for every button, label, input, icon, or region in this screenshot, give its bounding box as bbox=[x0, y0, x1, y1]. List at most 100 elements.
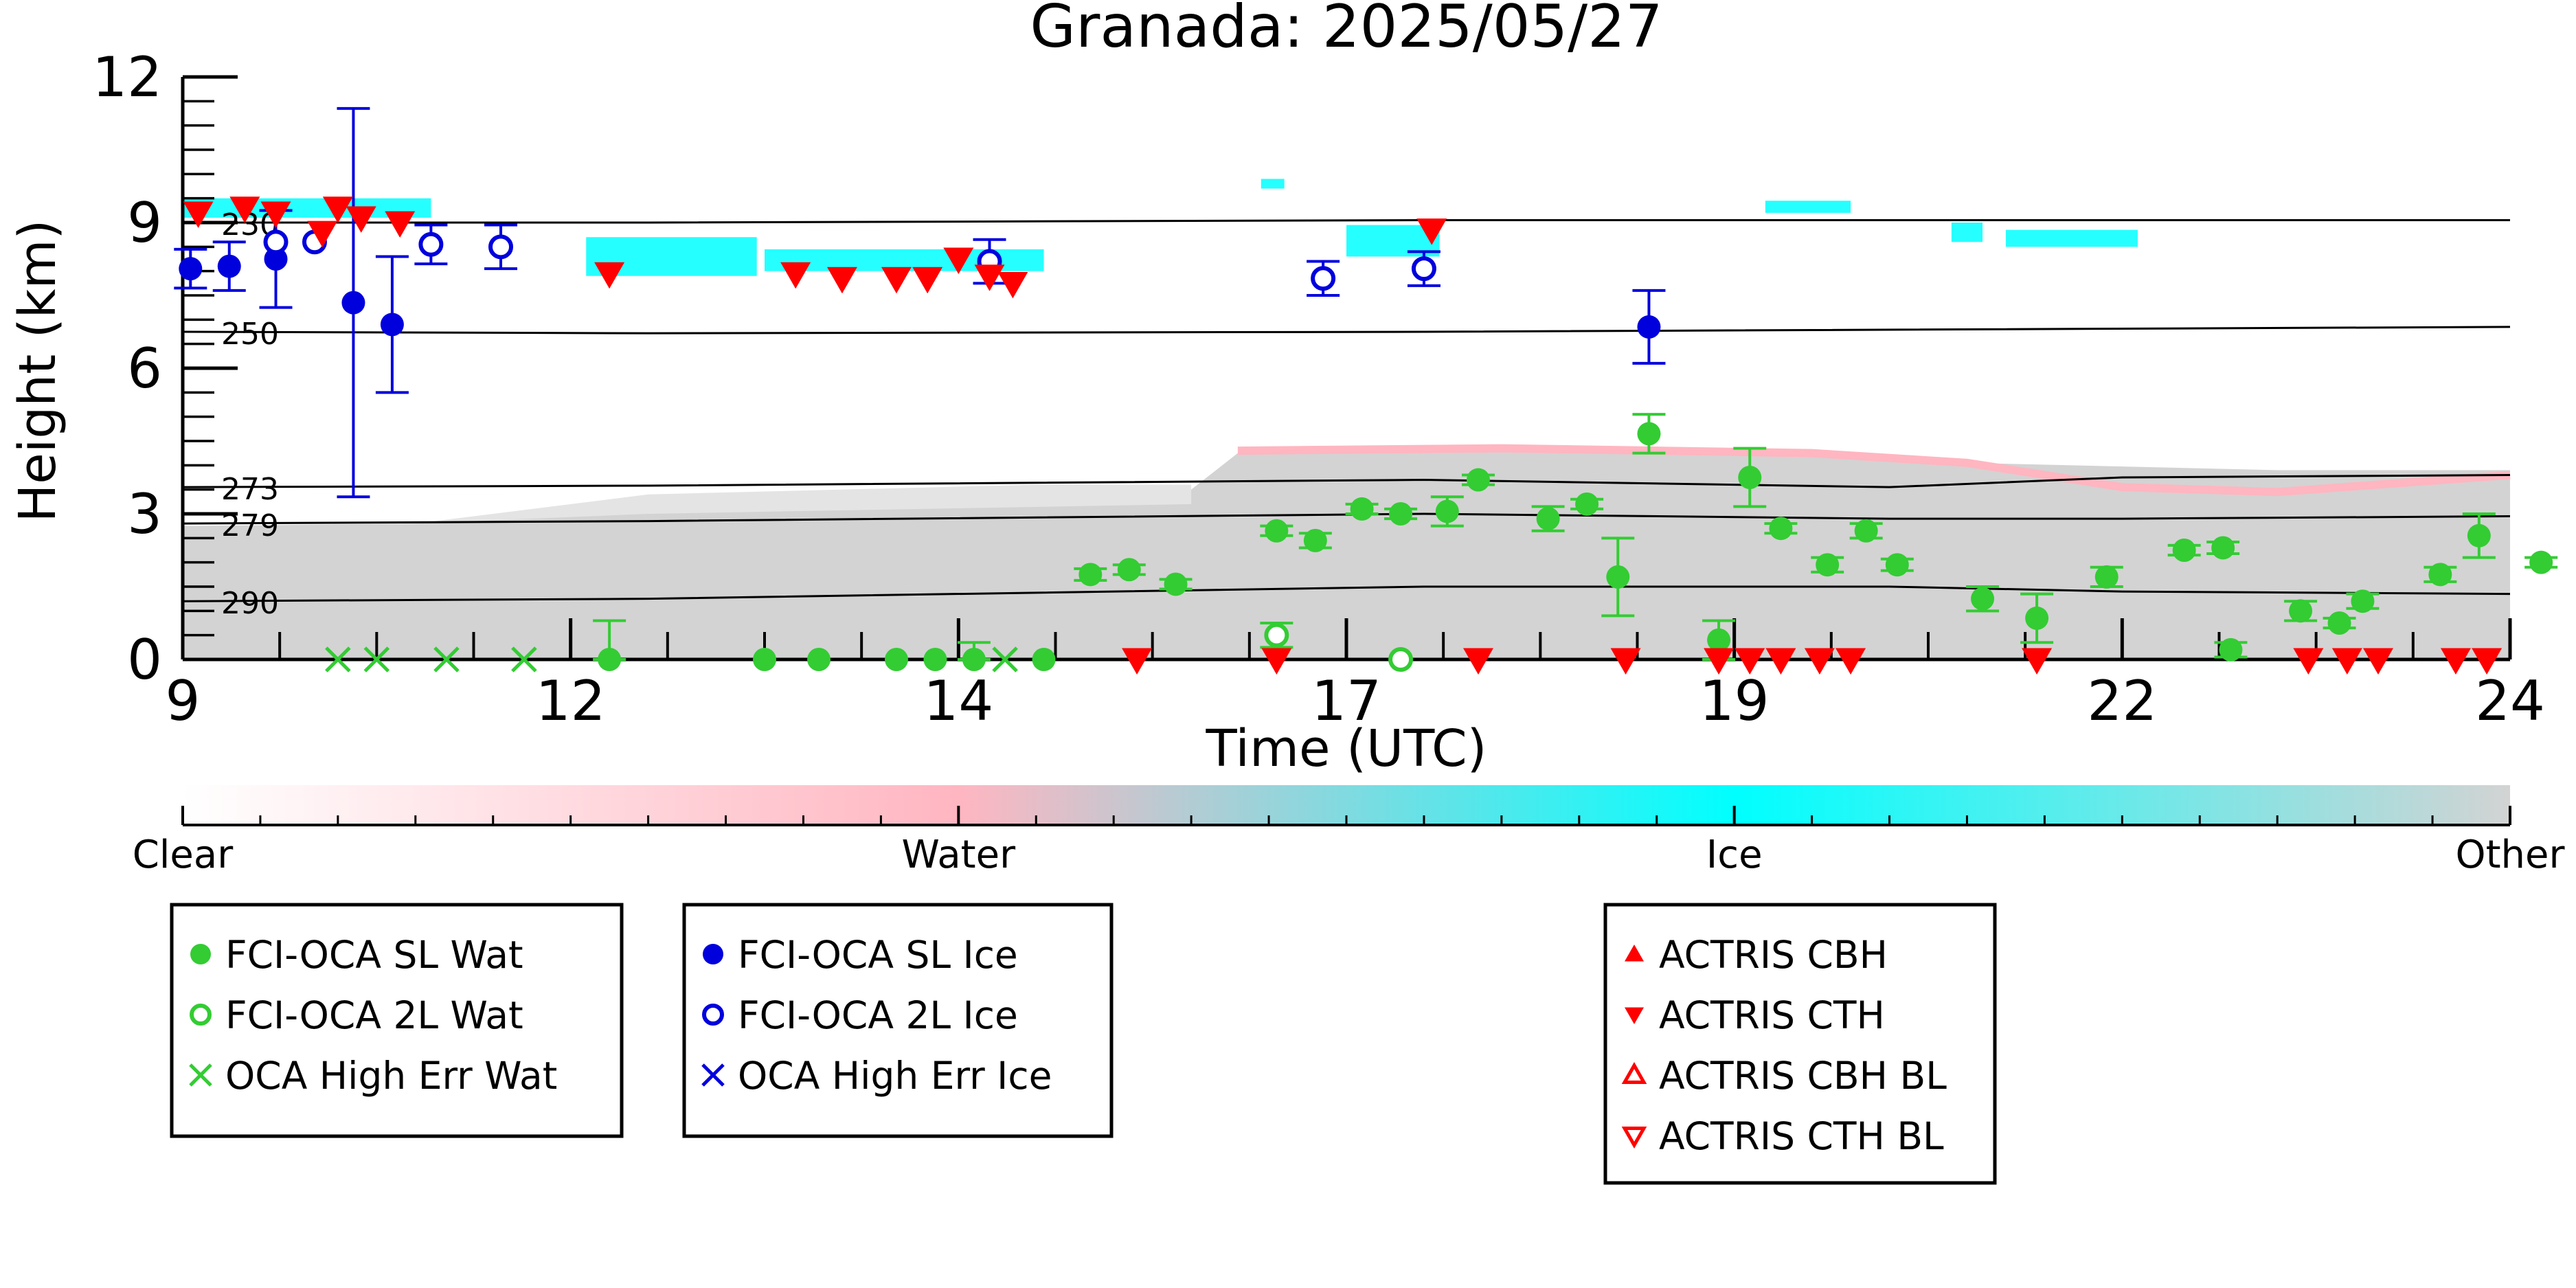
data-point bbox=[962, 648, 986, 671]
x-tick-label: 24 bbox=[2475, 669, 2545, 733]
legends: FCI-OCA SL Wat FCI-OCA 2L Wat OCA High Err… bbox=[170, 903, 1997, 1185]
data-point bbox=[1303, 528, 1327, 552]
ice-cloud-region bbox=[2005, 229, 2138, 247]
data-point bbox=[2331, 648, 2362, 675]
data-point bbox=[1032, 648, 1056, 671]
data-point bbox=[2211, 536, 2235, 560]
legend-label: ACTRIS CBH bbox=[1659, 933, 1888, 977]
data-point bbox=[488, 234, 514, 260]
data-point bbox=[1265, 519, 1289, 543]
data-point bbox=[179, 257, 203, 281]
data-point bbox=[1971, 587, 1995, 611]
data-point bbox=[943, 247, 974, 274]
series-fci-oca-sl-ice bbox=[174, 106, 1666, 499]
legend-box-3: ACTRIS CBH ACTRIS CTH ACTRIS CBH BL ACTRIS … bbox=[1603, 903, 1997, 1185]
legend-entry: ACTRIS CBH BL bbox=[1621, 1054, 1947, 1098]
data-point bbox=[2327, 611, 2351, 635]
legend-box-2: FCI-OCA SL Ice FCI-OCA 2L Ice OCA High Err… bbox=[682, 903, 1114, 1138]
data-point bbox=[1536, 507, 1560, 531]
legend-label: OCA High Err Wat bbox=[225, 1054, 557, 1098]
data-point bbox=[322, 196, 353, 223]
y-tick-label: 9 bbox=[127, 191, 162, 255]
x-tick-label: 19 bbox=[1699, 669, 1770, 733]
legend-marker bbox=[1625, 945, 1644, 962]
data-point bbox=[2172, 539, 2196, 562]
isotherm-line-250 bbox=[182, 326, 2511, 335]
data-point bbox=[263, 229, 289, 255]
axes: 0 3 6 9 12 9 12 14 17 19 22 24 bbox=[92, 45, 2545, 733]
colorbar-label-other: Other bbox=[2455, 833, 2565, 877]
isotherm-label-290: 290 bbox=[221, 586, 279, 621]
data-point bbox=[884, 648, 908, 671]
data-point bbox=[2529, 550, 2553, 574]
data-point bbox=[826, 267, 857, 294]
data-point bbox=[881, 267, 912, 294]
data-point bbox=[1854, 519, 1878, 543]
data-point bbox=[346, 206, 376, 233]
data-point bbox=[380, 313, 404, 337]
data-point bbox=[363, 646, 390, 673]
isotherm-label-273: 273 bbox=[221, 472, 279, 507]
data-point bbox=[1885, 553, 1909, 577]
isotherm-line-230 bbox=[183, 218, 2510, 224]
data-point bbox=[1769, 517, 1793, 541]
data-point bbox=[217, 254, 241, 278]
data-point bbox=[1462, 648, 1493, 675]
legend-frame bbox=[1603, 903, 1997, 1185]
series-fci-oca-sl-wat bbox=[593, 413, 2558, 671]
legend-box-1: FCI-OCA SL Wat FCI-OCA 2L Wat OCA High Err… bbox=[170, 903, 624, 1138]
data-point bbox=[1735, 648, 1765, 675]
series-oca-high-err-wat bbox=[325, 646, 1018, 673]
ice-cloud-region bbox=[1765, 201, 1851, 213]
data-point bbox=[997, 271, 1028, 299]
x-axis-label: Time (UTC) bbox=[1205, 719, 1487, 778]
data-point bbox=[807, 648, 831, 671]
data-point bbox=[1389, 502, 1413, 526]
other-region-fringe bbox=[415, 484, 1192, 524]
data-point bbox=[2025, 606, 2049, 630]
legend-entry: ACTRIS CBH bbox=[1625, 933, 1888, 977]
isotherm-line-279 bbox=[182, 512, 2511, 525]
data-point bbox=[1078, 563, 1103, 587]
legend-frame bbox=[682, 903, 1114, 1138]
data-point bbox=[1707, 628, 1731, 652]
data-point bbox=[1411, 256, 1436, 282]
isotherm-label-250: 250 bbox=[221, 317, 279, 352]
legend-marker bbox=[702, 1004, 724, 1026]
legend-label: OCA High Err Ice bbox=[738, 1054, 1052, 1098]
data-point bbox=[418, 231, 444, 257]
data-point bbox=[1816, 553, 1840, 577]
x-tick-label: 17 bbox=[1311, 669, 1381, 733]
data-point bbox=[912, 267, 943, 294]
data-point bbox=[1466, 468, 1490, 492]
legend-label: FCI-OCA 2L Wat bbox=[225, 993, 523, 1037]
legend-entry: FCI-OCA 2L Wat bbox=[190, 993, 523, 1037]
data-point bbox=[2440, 648, 2471, 675]
data-point bbox=[307, 221, 338, 248]
data-point bbox=[1122, 648, 1153, 675]
data-point bbox=[1164, 572, 1188, 596]
x-tick-label: 12 bbox=[536, 669, 606, 733]
data-point bbox=[1435, 499, 1459, 523]
data-point bbox=[1261, 648, 1292, 675]
data-point bbox=[264, 247, 288, 271]
data-point bbox=[1765, 648, 1796, 675]
data-point bbox=[974, 264, 1005, 291]
colorbar-label-water: Water bbox=[902, 833, 1017, 877]
legend-marker bbox=[1625, 1007, 1644, 1024]
legend-entry: ACTRIS CTH BL bbox=[1621, 1114, 1944, 1158]
water-cloud-edge bbox=[1237, 444, 2511, 497]
legend-marker bbox=[1621, 1127, 1647, 1149]
data-point bbox=[2472, 648, 2502, 675]
legend-label: ACTRIS CTH bbox=[1659, 993, 1885, 1037]
data-point bbox=[183, 201, 214, 228]
data-point bbox=[1637, 315, 1661, 339]
legend-entry: ACTRIS CTH bbox=[1625, 993, 1885, 1037]
data-point bbox=[1350, 497, 1374, 521]
data-point bbox=[1416, 218, 1447, 245]
data-point bbox=[753, 648, 776, 671]
data-point bbox=[2219, 637, 2243, 662]
data-point bbox=[2428, 563, 2452, 587]
x-tick-label: 22 bbox=[2087, 669, 2157, 733]
